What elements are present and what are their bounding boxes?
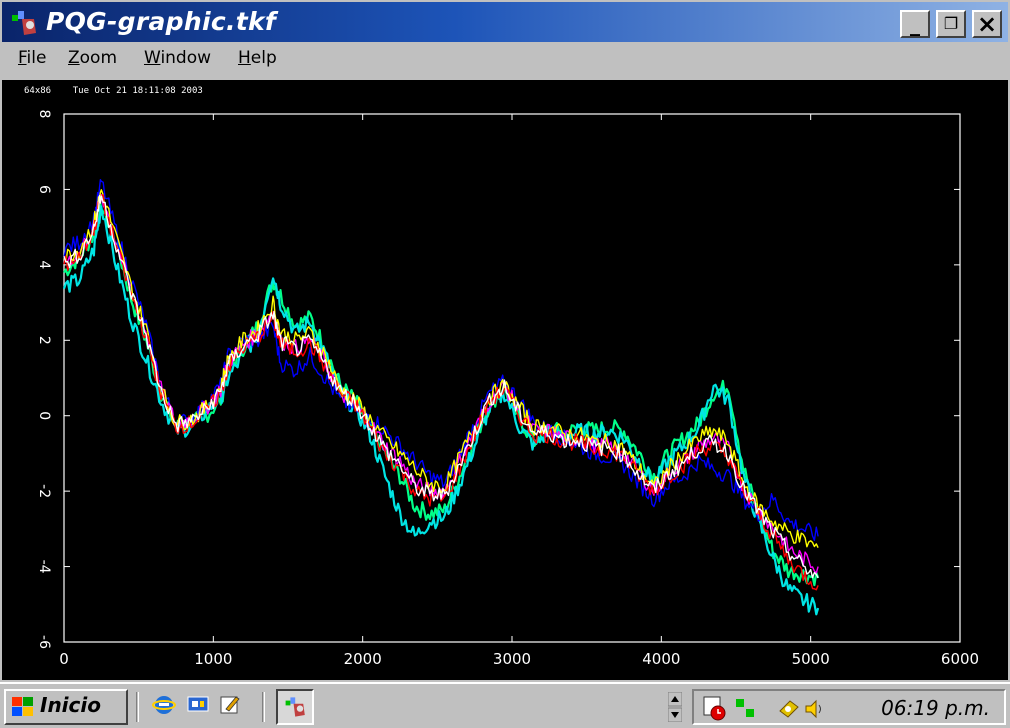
y-tick-label: -4 bbox=[36, 560, 52, 574]
menu-zoom[interactable]: Zoom bbox=[68, 48, 118, 68]
maximize-button[interactable]: ❐ bbox=[936, 10, 966, 38]
menu-bar: File Zoom Window Help bbox=[2, 44, 1008, 74]
system-tray: 06:19 p.m. bbox=[692, 689, 1006, 725]
x-tick-label: 0 bbox=[59, 650, 69, 668]
close-button[interactable]: × bbox=[972, 10, 1002, 38]
y-tick-label: -2 bbox=[36, 484, 52, 498]
taskbar-separator bbox=[136, 692, 139, 722]
window-title: PQG-graphic.tkf bbox=[46, 7, 277, 36]
volume-icon[interactable] bbox=[802, 697, 826, 721]
start-button[interactable]: Inicio bbox=[4, 689, 128, 725]
x-tick-label: 3000 bbox=[493, 650, 531, 668]
taskbar: Inicio bbox=[0, 682, 1010, 728]
security-icon[interactable] bbox=[776, 697, 802, 721]
app-icon bbox=[12, 11, 36, 35]
plot-canvas[interactable]: 64x86 Tue Oct 21 18:11:08 2003 0 1000 2000… bbox=[2, 80, 1008, 680]
task-button-pqg[interactable] bbox=[276, 689, 314, 725]
pqg-app-icon bbox=[285, 697, 305, 717]
series-line bbox=[63, 189, 819, 548]
x-tick-label: 4000 bbox=[642, 650, 680, 668]
series-line bbox=[62, 205, 820, 616]
x-tick-label: 6000 bbox=[941, 650, 979, 668]
series-line bbox=[63, 194, 819, 591]
x-tick-label: 2000 bbox=[344, 650, 382, 668]
minimize-button[interactable]: _ bbox=[900, 10, 930, 38]
x-tick-label: 1000 bbox=[194, 650, 232, 668]
app-window: PQG-graphic.tkf _ ❐ × File Zoom Window H… bbox=[0, 0, 1010, 682]
ie-icon[interactable] bbox=[152, 693, 176, 717]
scheduler-icon[interactable] bbox=[702, 695, 728, 721]
taskbar-separator bbox=[262, 692, 265, 722]
y-tick-label: 0 bbox=[36, 411, 52, 420]
line-chart: 0 1000 2000 3000 4000 5000 6000 -6 -4 -2 0 2 4 6 8 bbox=[36, 110, 979, 668]
network-icon[interactable] bbox=[734, 697, 758, 719]
menu-file[interactable]: File bbox=[18, 48, 47, 68]
windows-logo-icon bbox=[12, 697, 33, 716]
y-tick-label: 6 bbox=[36, 185, 52, 194]
series-line bbox=[63, 178, 819, 541]
chart-header: 64x86 Tue Oct 21 18:11:08 2003 bbox=[24, 86, 203, 96]
series-line bbox=[63, 194, 819, 579]
clock: 06:19 p.m. bbox=[881, 696, 990, 720]
plot-frame bbox=[63, 113, 961, 643]
y-tick-label: 2 bbox=[36, 336, 52, 345]
taskbar-scroll-arrows[interactable] bbox=[668, 692, 682, 722]
menu-help[interactable]: Help bbox=[238, 48, 277, 68]
menu-window[interactable]: Window bbox=[144, 48, 212, 68]
y-tick-label: -6 bbox=[36, 635, 52, 649]
start-label: Inicio bbox=[40, 693, 101, 717]
y-tick-label: 8 bbox=[36, 110, 52, 119]
title-bar[interactable]: PQG-graphic.tkf _ ❐ × bbox=[2, 2, 1008, 42]
series-line bbox=[63, 202, 820, 587]
desktop-icon[interactable] bbox=[186, 693, 210, 717]
edit-icon[interactable] bbox=[218, 693, 242, 717]
y-tick-label: 4 bbox=[36, 260, 52, 269]
x-tick-label: 5000 bbox=[792, 650, 830, 668]
